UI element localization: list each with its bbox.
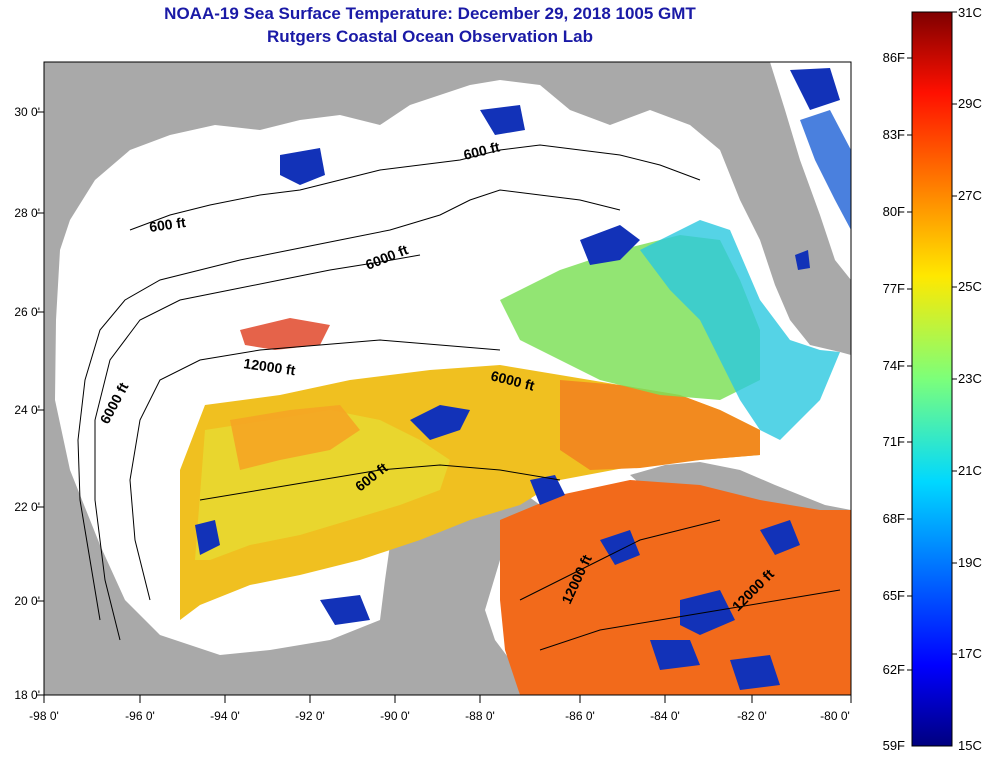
colorbar-label-21c: 21C [958, 463, 982, 478]
colorbar-label-86f: 86F [883, 50, 905, 65]
lon-label-88: -88 0' [465, 709, 495, 723]
colorbar-label-62f: 62F [883, 662, 905, 677]
lon-label-90: -90 0' [380, 709, 410, 723]
colorbar-label-27c: 27C [958, 188, 982, 203]
lon-label-98: -98 0' [29, 709, 59, 723]
sst-data [180, 68, 851, 695]
cuba-island [630, 462, 851, 520]
colorbar-label-77f: 77F [883, 281, 905, 296]
colorbar-label-19c: 19C [958, 555, 982, 570]
lat-label-24: 24 0' [14, 403, 40, 417]
colorbar-label-59f: 59F [883, 738, 905, 753]
lat-label-26: 26 0' [14, 305, 40, 319]
lat-label-30: 30 0' [14, 105, 40, 119]
lat-label-20: 20 0' [14, 594, 40, 608]
lon-label-96: -96 0' [125, 709, 155, 723]
lon-label-82: -82 0' [737, 709, 767, 723]
lon-label-92: -92 0' [295, 709, 325, 723]
lat-label-28: 28 0' [14, 206, 40, 220]
colorbar-label-29c: 29C [958, 96, 982, 111]
lat-label-18: 18 0' [14, 688, 40, 702]
map-title: NOAA-19 Sea Surface Temperature: Decembe… [164, 4, 696, 23]
contour-label-600-west: 600 ft [148, 214, 187, 235]
bathymetry-contours [77, 144, 841, 651]
colorbar-ticks [907, 11, 957, 671]
lon-label-94: -94 0' [210, 709, 240, 723]
map-subtitle: Rutgers Coastal Ocean Observation Lab [267, 27, 593, 46]
colorbar-label-23c: 23C [958, 371, 982, 386]
colorbar-label-68f: 68F [883, 511, 905, 526]
map-frame [43, 61, 852, 696]
lon-label-86: -86 0' [565, 709, 595, 723]
colorbar-label-15c: 15C [958, 738, 982, 753]
lon-label-80: -80 0' [820, 709, 850, 723]
axis-ticks [36, 111, 852, 703]
colorbar-label-83f: 83F [883, 127, 905, 142]
colorbar-label-80f: 80F [883, 204, 905, 219]
lat-label-22: 22 0' [14, 500, 40, 514]
colorbar-label-31c: 31C [958, 5, 982, 20]
colorbar-label-17c: 17C [958, 646, 982, 661]
lon-label-84: -84 0' [650, 709, 680, 723]
colorbar [911, 11, 953, 747]
colorbar-label-71f: 71F [883, 434, 905, 449]
colorbar-label-74f: 74F [883, 358, 905, 373]
contour-label-12000-gulf: 12000 ft [243, 355, 297, 378]
colorbar-label-25c: 25C [958, 279, 982, 294]
colorbar-label-65f: 65F [883, 588, 905, 603]
